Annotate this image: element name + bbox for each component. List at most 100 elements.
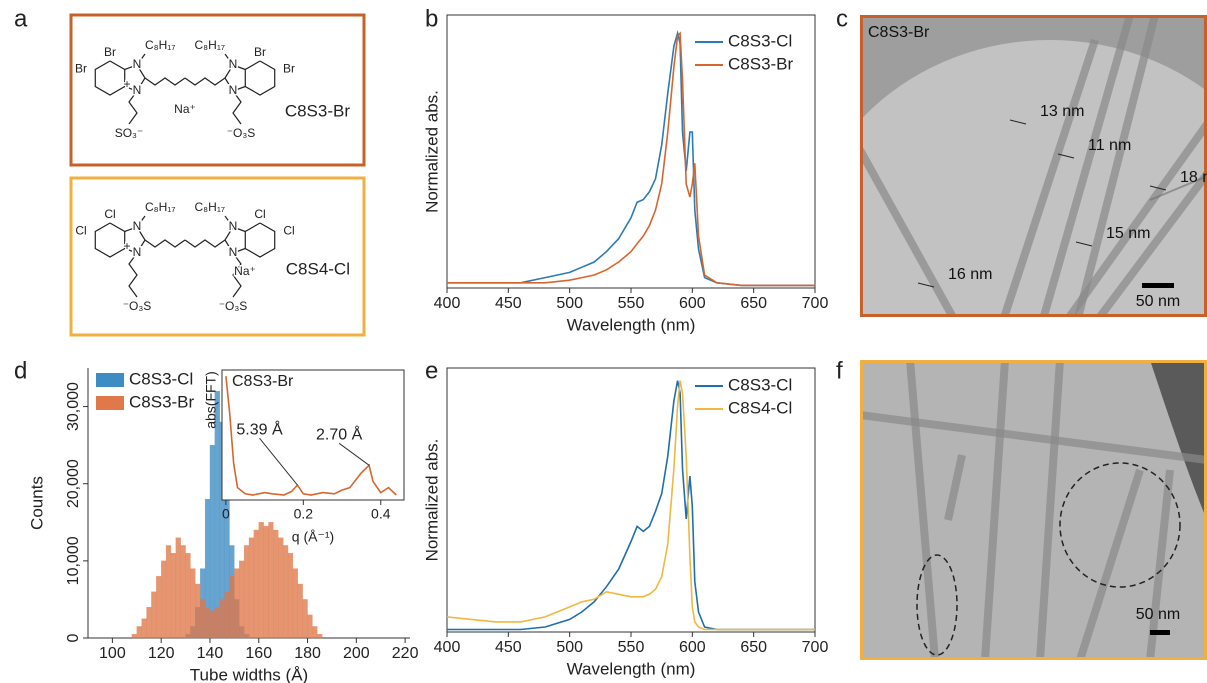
x-tick-label: 650 [740,639,767,656]
x-axis-label: q (Å⁻¹) [292,529,334,545]
panel-label: b [425,5,438,32]
measure-label: 11 nm [1088,137,1131,154]
structure-box [69,176,366,337]
atom-label: ⁻O₃S [123,299,152,313]
bond [232,252,242,298]
x-tick-label: 550 [618,295,645,312]
bar [234,568,240,639]
measure-mark [1057,153,1075,159]
legend-label: C8S3-Cl [728,375,792,394]
y-axis-label: abs(FFT) [203,371,219,429]
bond [94,60,126,96]
measure-mark [917,282,935,288]
x-tick-label: 160 [245,645,272,662]
bar [317,633,323,639]
bar [165,545,172,639]
bar [151,591,157,639]
bond [244,60,276,96]
structure-name: C8S4-Cl [286,259,350,278]
line [447,380,815,631]
x-tick-label: 650 [740,295,767,312]
x-axis-label: Wavelength (nm) [567,315,696,334]
bar [312,626,318,639]
structure-box [69,13,366,167]
atom-label: N [133,57,142,71]
bar [131,633,137,639]
inset-title: C8S3-Br [232,373,294,390]
bar [243,545,250,639]
measure-mark [1075,241,1093,247]
legend-label: C8S3-Br [129,392,195,411]
bond [144,239,186,248]
atom-label: N [133,245,142,259]
measure-label: 15 nm [1106,225,1150,242]
atom-label: N [229,83,238,97]
atom-label: C₈H₁₇ [195,38,225,52]
legend-label: C8S3-Br [728,54,794,73]
atom-label: Na⁺ [174,102,196,116]
x-tick-label: 0 [222,506,230,522]
atom-label: Br [104,45,116,59]
atom-label: N [229,219,238,233]
bond [224,215,234,228]
tem-image [860,360,1207,660]
bar [307,614,313,639]
legend-label: C8S3-Cl [129,369,193,388]
x-tick-label: 500 [556,639,583,656]
x-tick-label: 100 [99,645,126,662]
bar [136,626,142,639]
bar [200,599,206,639]
x-tick-label: 700 [802,295,829,312]
bar [209,444,215,639]
scale-bar [1142,283,1174,288]
bar [273,529,279,639]
bar [195,583,201,639]
x-tick-label: 200 [343,645,370,662]
bond [224,53,234,66]
atom-label: C₈H₁₇ [195,200,225,214]
bond [128,90,138,125]
bar [204,606,211,639]
bar [297,583,303,639]
y-axis-label: Normalized abs. [422,439,441,562]
bar [175,537,181,639]
atom-label: N [133,83,142,97]
bond [136,215,146,228]
atom-label: SO₃⁻ [115,126,144,140]
x-tick-label: 550 [618,639,645,656]
panel-label: a [14,5,28,32]
bar [190,568,196,639]
x-tick-label: 600 [679,639,706,656]
atom-label: Cl [104,207,115,221]
scale-label: 50 nm [1136,606,1180,623]
measure-label: 13 nm [1040,103,1084,120]
atom-label: Cl [254,207,265,221]
x-tick-label: 400 [434,639,461,656]
atom-label: Na⁺ [234,264,256,278]
scale-label: 50 nm [1136,293,1180,310]
bar [268,522,274,639]
bar [170,552,176,639]
legend-swatch [96,396,124,410]
panel-label: f [836,357,843,384]
image-caption: C8S3-Br [868,24,930,41]
x-tick-label: 120 [148,645,175,662]
bar [214,606,220,639]
x-tick-label: 0.4 [371,506,391,522]
bond [128,252,138,298]
atom-label: + [123,77,130,91]
panel-label: e [425,357,438,384]
y-tick-label: 30,000 [65,382,82,431]
x-tick-label: 450 [495,639,522,656]
bond [144,77,186,86]
x-tick-label: 450 [495,295,522,312]
x-tick-label: 0.2 [294,506,314,522]
bar [161,560,167,639]
line [447,31,815,287]
plot-frame [221,369,405,501]
bar [146,606,152,639]
structure-name: C8S3-Br [285,101,351,120]
bar [302,599,308,639]
atom-label: Cl [283,224,294,238]
